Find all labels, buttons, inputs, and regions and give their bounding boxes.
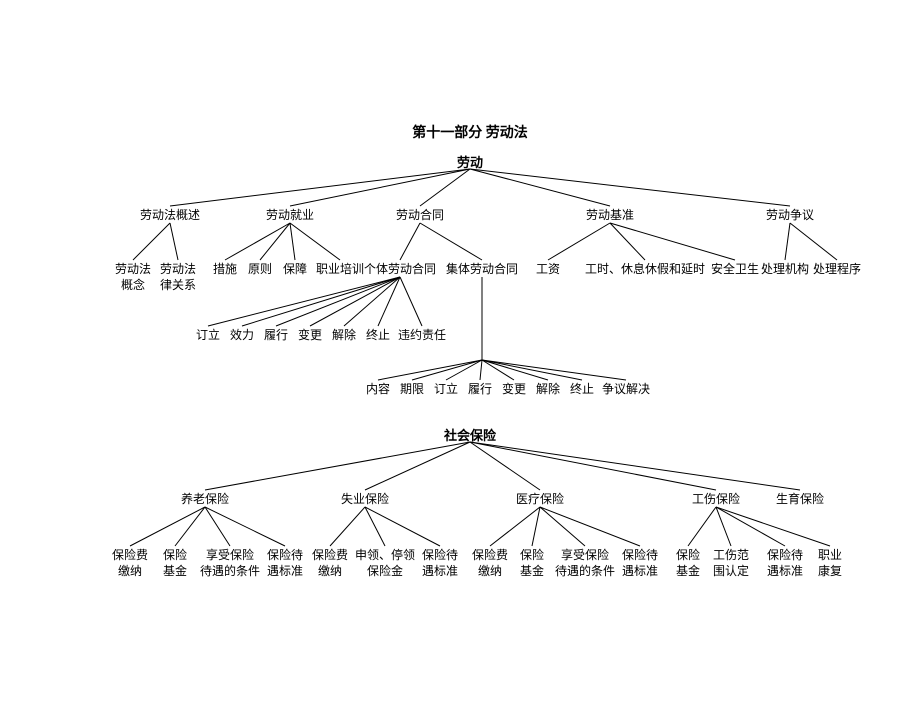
tree2-root: 社会保险	[444, 425, 496, 444]
tree1-l3-l3_8: 集体劳动合同	[446, 262, 518, 278]
tree1-l4b-6: 终止	[570, 382, 594, 398]
tree2-l3-5: 申领、停领 保险金	[355, 548, 415, 579]
tree1-l4a-6: 违约责任	[398, 328, 446, 344]
tree1-l3-l3_4: 原则	[248, 262, 272, 278]
tree2-l2-t2a: 养老保险	[181, 492, 229, 508]
tree1-l3-l3_10: 工时、休息休假和延时	[585, 262, 705, 278]
tree1-root: 劳动	[457, 152, 483, 171]
tree1-l3-l3_2: 劳动法 律关系	[160, 262, 196, 293]
tree1-l4a-0: 订立	[196, 328, 220, 344]
tree1-l4b-5: 解除	[536, 382, 560, 398]
tree1-l3-l3_11: 安全卫生	[711, 262, 759, 278]
tree1-l3-l3_1: 劳动法 概念	[115, 262, 151, 293]
tree2-l3-8: 保险 基金	[520, 548, 544, 579]
tree1-l3-l3_6: 职业培训	[316, 262, 364, 278]
tree1-l4a-4: 解除	[332, 328, 356, 344]
tree1-l2-t1a: 劳动法概述	[140, 208, 200, 224]
tree2-l2-t2c: 医疗保险	[516, 492, 564, 508]
tree2-l3-10: 保险待 遇标准	[622, 548, 658, 579]
tree1-l2-t1d: 劳动基准	[586, 208, 634, 224]
tree1-l3-l3_3: 措施	[213, 262, 237, 278]
tree1-l3-l3_13: 处理程序	[813, 262, 861, 278]
tree1-l2-t1e: 劳动争议	[766, 208, 814, 224]
tree1-l3-l3_7: 个体劳动合同	[364, 262, 436, 278]
tree1-l3-l3_5: 保障	[283, 262, 307, 278]
tree2-l3-6: 保险待 遇标准	[422, 548, 458, 579]
tree2-l2-t2d: 工伤保险	[692, 492, 740, 508]
tree2-l3-0: 保险费 缴纳	[112, 548, 148, 579]
tree1-l4a-2: 履行	[264, 328, 288, 344]
tree2-l3-4: 保险费 缴纳	[312, 548, 348, 579]
tree2-l3-12: 工伤范 围认定	[713, 548, 749, 579]
tree2-l3-1: 保险 基金	[163, 548, 187, 579]
tree2-l3-13: 保险待 遇标准	[767, 548, 803, 579]
tree1-l4b-7: 争议解决	[602, 382, 650, 398]
tree1-l2-t1b: 劳动就业	[266, 208, 314, 224]
tree1-l4b-4: 变更	[502, 382, 526, 398]
tree2-l3-14: 职业 康复	[818, 548, 842, 579]
tree1-l4a-1: 效力	[230, 328, 254, 344]
page-title: 第十一部分 劳动法	[412, 122, 528, 142]
tree2-l3-7: 保险费 缴纳	[472, 548, 508, 579]
tree1-l4a-5: 终止	[366, 328, 390, 344]
tree2-l3-3: 保险待 遇标准	[267, 548, 303, 579]
tree2-l2-t2e: 生育保险	[776, 492, 824, 508]
tree2-l2-t2b: 失业保险	[341, 492, 389, 508]
tree2-l3-9: 享受保险 待遇的条件	[555, 548, 615, 579]
tree2-l3-2: 享受保险 待遇的条件	[200, 548, 260, 579]
tree1-l4b-1: 期限	[400, 382, 424, 398]
tree1-l4b-0: 内容	[366, 382, 390, 398]
tree1-l4b-2: 订立	[434, 382, 458, 398]
tree1-l4a-3: 变更	[298, 328, 322, 344]
tree1-l3-l3_12: 处理机构	[761, 262, 809, 278]
tree1-l2-t1c: 劳动合同	[396, 208, 444, 224]
tree1-l3-l3_9: 工资	[536, 262, 560, 278]
tree2-l3-11: 保险 基金	[676, 548, 700, 579]
tree1-l4b-3: 履行	[468, 382, 492, 398]
